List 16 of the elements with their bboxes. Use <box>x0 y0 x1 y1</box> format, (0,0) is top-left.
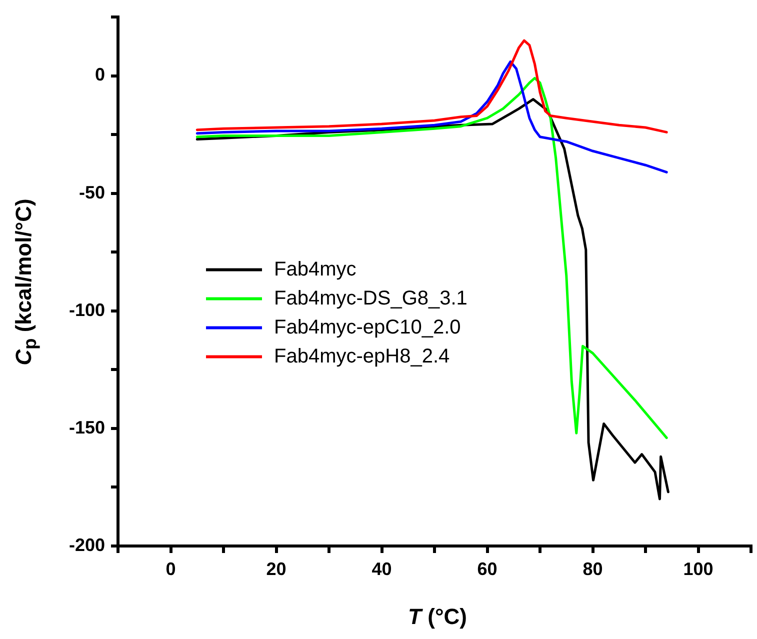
y-tick-label: 0 <box>94 64 105 85</box>
x-tick-label: 80 <box>582 558 603 579</box>
y-tick-label: -50 <box>78 182 105 202</box>
x-tick-label: 100 <box>683 558 714 579</box>
legend-label: Fab4myc-epH8_2.4 <box>274 345 450 368</box>
y-tick-label: -200 <box>68 534 105 555</box>
legend-label: Fab4myc <box>274 258 356 280</box>
x-tick-label: 60 <box>477 558 498 579</box>
y-tick-label: -100 <box>68 300 105 320</box>
x-tick-label: 0 <box>166 558 176 579</box>
legend-label: Fab4myc-epC10_2.0 <box>274 316 461 338</box>
legend-label: Fab4myc-DS_G8_3.1 <box>274 287 468 310</box>
x-tick-label: 40 <box>372 558 392 579</box>
x-axis-title: T (°C) <box>407 604 468 630</box>
x-tick-label: 20 <box>266 558 286 579</box>
y-tick-label: -150 <box>68 417 105 438</box>
